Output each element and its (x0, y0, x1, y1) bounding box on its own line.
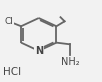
Text: NH₂: NH₂ (61, 57, 80, 67)
Text: Cl: Cl (5, 17, 14, 26)
Text: HCl: HCl (3, 67, 21, 77)
Text: N: N (35, 46, 43, 56)
